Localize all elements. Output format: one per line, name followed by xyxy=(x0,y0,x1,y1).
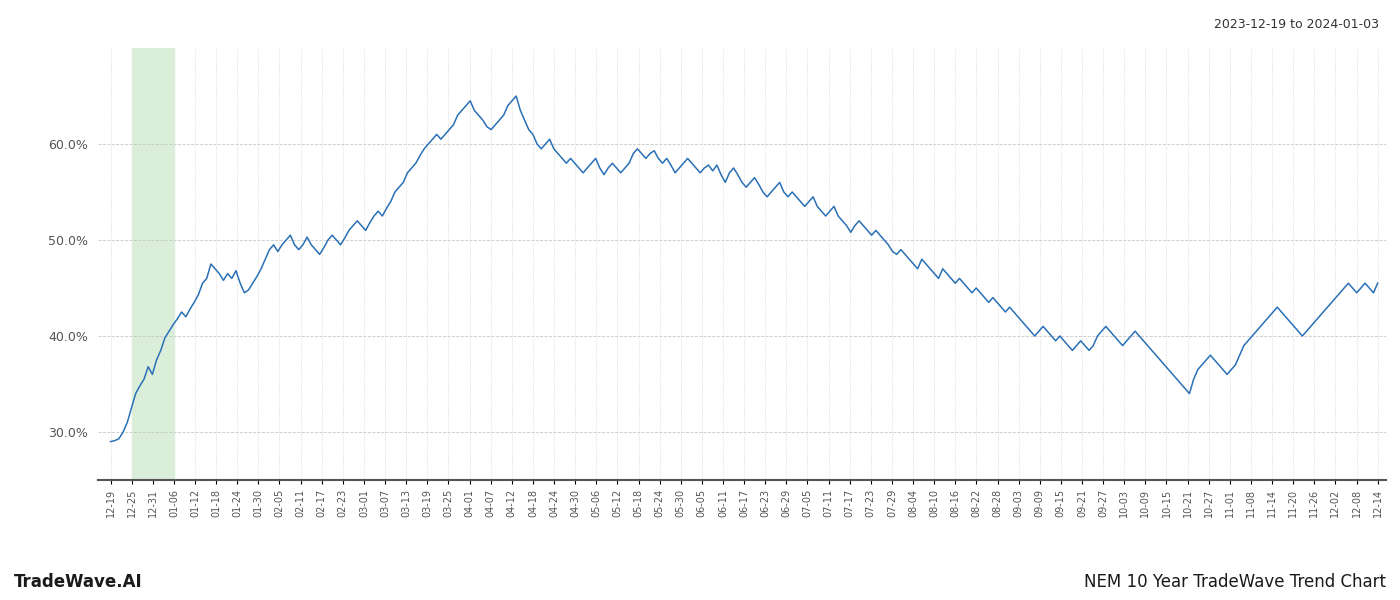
Text: NEM 10 Year TradeWave Trend Chart: NEM 10 Year TradeWave Trend Chart xyxy=(1084,573,1386,591)
Bar xyxy=(132,48,174,480)
Text: 2023-12-19 to 2024-01-03: 2023-12-19 to 2024-01-03 xyxy=(1214,18,1379,31)
Text: TradeWave.AI: TradeWave.AI xyxy=(14,573,143,591)
